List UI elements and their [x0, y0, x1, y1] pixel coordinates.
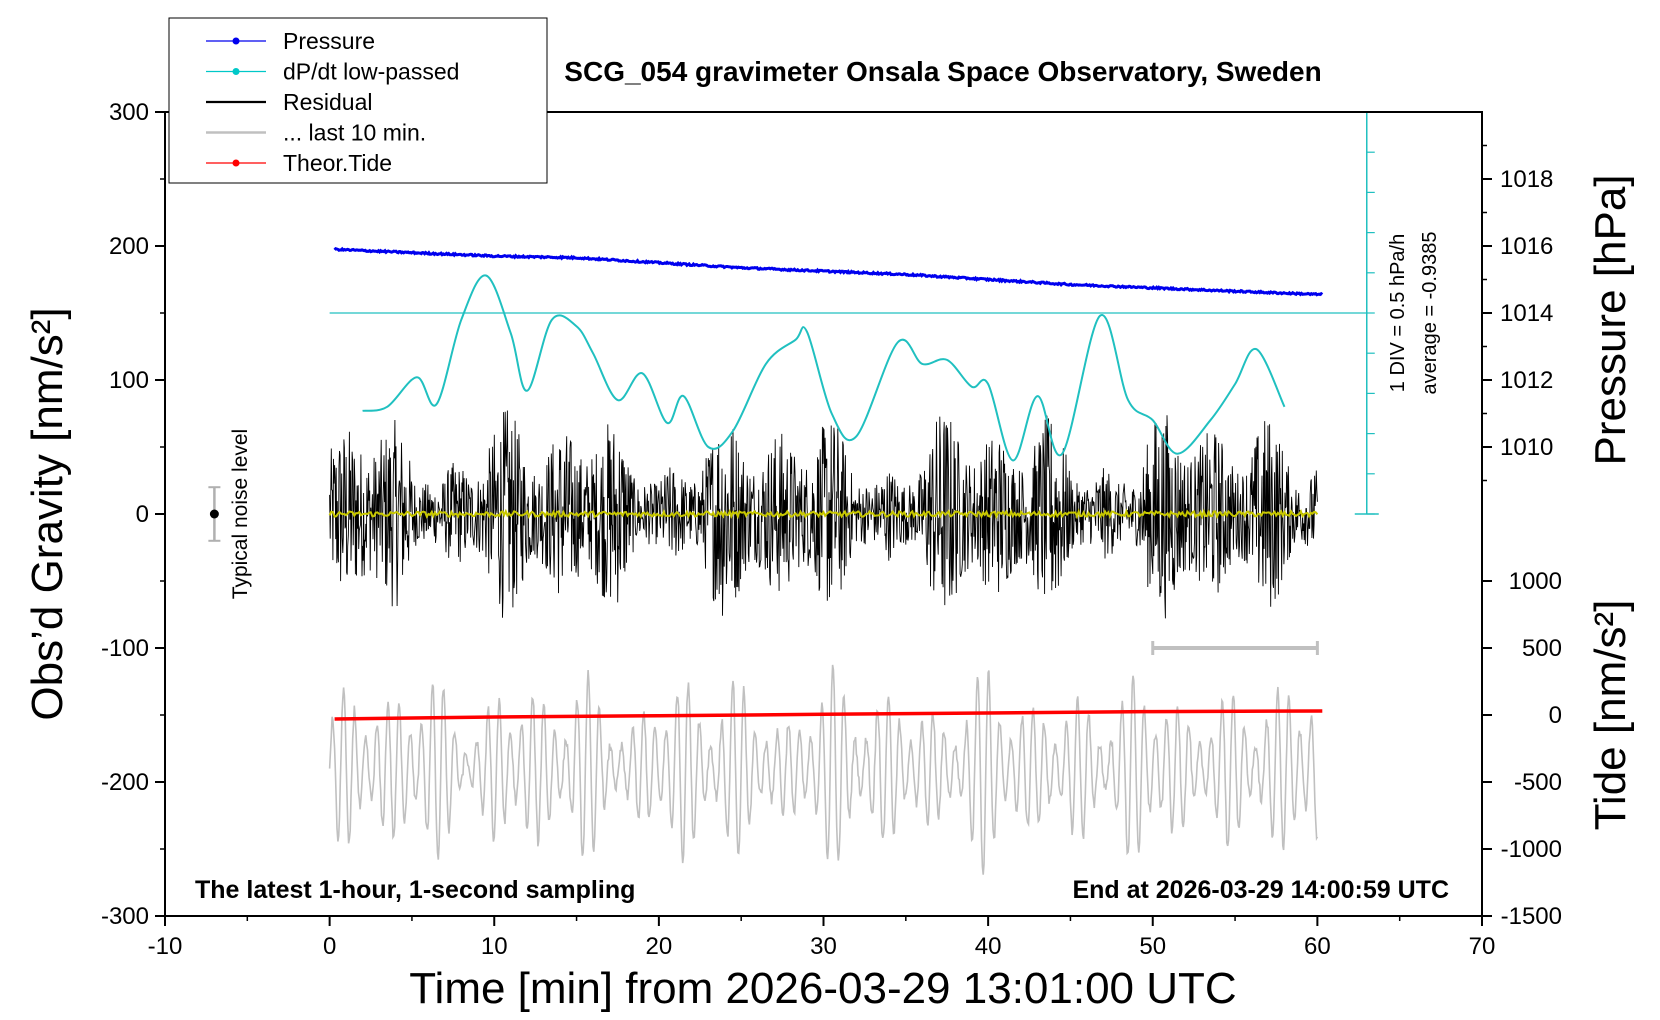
pressure-tick-label: 1016	[1500, 233, 1553, 260]
y-tick-label: 0	[136, 501, 149, 528]
tide-tick-label: -500	[1514, 769, 1562, 796]
marks	[208, 111, 1379, 655]
legend-label: dP/dt low-passed	[283, 59, 459, 85]
x-tick-label: 0	[323, 933, 336, 960]
tide-tick-label: 1000	[1509, 568, 1562, 595]
x-tick-label: 40	[975, 933, 1002, 960]
y-tick-label: 300	[109, 99, 149, 126]
legend-marker	[232, 159, 240, 167]
y-axis-label-left: Obs’d Gravity [nm/s²]	[23, 307, 72, 720]
x-axis-label: Time [min] from 2026-03-29 13:01:00 UTC	[409, 964, 1236, 1013]
annotation-sampling: The latest 1-hour, 1-second sampling	[195, 876, 635, 904]
chart-title: SCG_054 gravimeter Onsala Space Observat…	[564, 56, 1321, 87]
series-dpdt	[362, 274, 1286, 462]
series-last-10min	[328, 664, 1319, 875]
tide-tick-label: -1000	[1501, 836, 1562, 863]
annotation-end-time: End at 2026-03-29 14:00:59 UTC	[1072, 876, 1449, 904]
tide-tick-label: 500	[1522, 635, 1562, 662]
legend-marker	[232, 37, 240, 45]
pressure-tick-label: 1014	[1500, 300, 1553, 327]
tide-tick-label: -1500	[1501, 903, 1562, 930]
legend-box	[168, 17, 548, 184]
tide-tick-label: 0	[1549, 702, 1562, 729]
legend-label: Theor.Tide	[283, 150, 392, 176]
annotation-noise-level: Typical noise level	[229, 429, 252, 599]
y-axis-label-tide: Tide [nm/s²]	[1586, 600, 1635, 831]
x-tick-label: 10	[481, 933, 508, 960]
x-tick-label: 70	[1469, 933, 1496, 960]
x-tick-label: -10	[148, 933, 183, 960]
y-tick-label: -100	[101, 635, 149, 662]
annotation-div: 1 DIV = 0.5 hPa/h	[1387, 234, 1409, 392]
y-axis-label-pressure: Pressure [hPa]	[1586, 174, 1635, 465]
y-tick-label: -200	[101, 769, 149, 796]
plot-layers	[328, 246, 1367, 875]
legend-label: Pressure	[283, 28, 375, 54]
x-tick-label: 30	[810, 933, 837, 960]
y-tick-label: 100	[109, 367, 149, 394]
legend-items: Pressure dP/dt low-passed Residual ... last…	[206, 28, 459, 176]
legend: Pressure dP/dt low-passed Residual ... last…	[168, 17, 548, 184]
series-theor-tide	[334, 709, 1323, 721]
annotation-average: average = -0.9385	[1419, 232, 1441, 395]
pressure-tick-label: 1010	[1500, 434, 1553, 461]
x-tick-label: 50	[1139, 933, 1166, 960]
legend-label: ... last 10 min.	[283, 120, 426, 146]
x-tick-label: 60	[1304, 933, 1331, 960]
pressure-tick-label: 1012	[1500, 367, 1553, 394]
series-pressure	[333, 246, 1324, 297]
axes: -10 0 10 20 30 40 50 60 703002001000-100-200-300…	[101, 99, 1562, 960]
legend-label: Residual	[283, 89, 373, 115]
y-tick-label: -300	[101, 903, 149, 930]
y-tick-label: 200	[109, 233, 149, 260]
noise-bar-center	[209, 509, 219, 519]
series-residual	[329, 410, 1318, 619]
pressure-tick-label: 1018	[1500, 166, 1553, 193]
series-residual-smoothed	[328, 508, 1319, 520]
x-tick-label: 20	[646, 933, 673, 960]
legend-marker	[232, 68, 240, 75]
